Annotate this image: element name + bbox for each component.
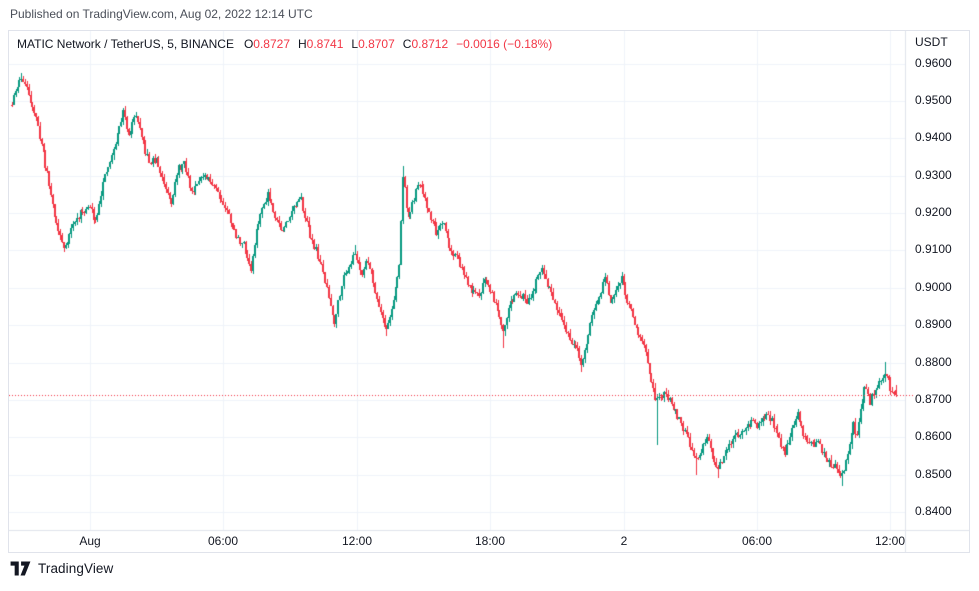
symbol-title[interactable]: MATIC Network / TetherUS, 5, BINANCE xyxy=(17,37,234,51)
price-tick-label: 0.9600 xyxy=(915,56,952,70)
price-tick-label: 0.9200 xyxy=(915,205,952,219)
high-value: H0.8741 xyxy=(298,37,344,51)
price-tick-label: 0.8800 xyxy=(915,355,952,369)
low-value: L0.8707 xyxy=(351,37,395,51)
close-value: C0.8712 xyxy=(402,37,449,51)
price-tick-label: 0.8400 xyxy=(915,504,952,518)
chart-legend[interactable]: MATIC Network / TetherUS, 5, BINANCE O0.… xyxy=(17,37,552,51)
ohlc-values: O0.8727 H0.8741 L0.8707 C0.8712 −0.0016 … xyxy=(244,37,552,51)
chart-frame: MATIC Network / TetherUS, 5, BINANCE O0.… xyxy=(8,30,970,553)
price-tick-label: 0.9500 xyxy=(915,93,952,107)
time-tick-label: 12:00 xyxy=(341,534,373,548)
quote-currency-label: USDT xyxy=(915,35,948,49)
candlestick-chart-canvas[interactable] xyxy=(9,31,969,552)
time-tick-label: 2 xyxy=(620,534,628,548)
time-tick-label: 06:00 xyxy=(741,534,773,548)
tradingview-logo-icon[interactable] xyxy=(10,560,31,577)
footer: TradingView xyxy=(10,560,113,577)
price-tick-label: 0.9300 xyxy=(915,168,952,182)
change-value: −0.0016 (−0.18%) xyxy=(456,37,553,51)
price-tick-label: 0.8600 xyxy=(915,429,952,443)
time-axis[interactable]: Aug 06:00 12:00 18:00 2 06:00 12:00 xyxy=(9,530,905,552)
price-tick-label: 0.9000 xyxy=(915,280,952,294)
time-tick-label: 06:00 xyxy=(207,534,239,548)
price-tick-label: 0.9100 xyxy=(915,242,952,256)
time-tick-label: Aug xyxy=(79,534,101,548)
price-tick-label: 0.8500 xyxy=(915,467,952,481)
price-axis[interactable]: USDT 0.9600 0.9500 0.9400 0.9300 0.9200 0.910… xyxy=(905,31,969,530)
tradingview-brand-text[interactable]: TradingView xyxy=(38,561,114,576)
time-tick-label: 12:00 xyxy=(874,534,906,548)
open-value: O0.8727 xyxy=(243,37,290,51)
price-tick-label: 0.8900 xyxy=(915,317,952,331)
time-tick-label: 18:00 xyxy=(474,534,506,548)
price-tick-label: 0.8700 xyxy=(915,392,952,406)
published-caption: Published on TradingView.com, Aug 02, 20… xyxy=(10,7,313,21)
price-tick-label: 0.9400 xyxy=(915,130,952,144)
